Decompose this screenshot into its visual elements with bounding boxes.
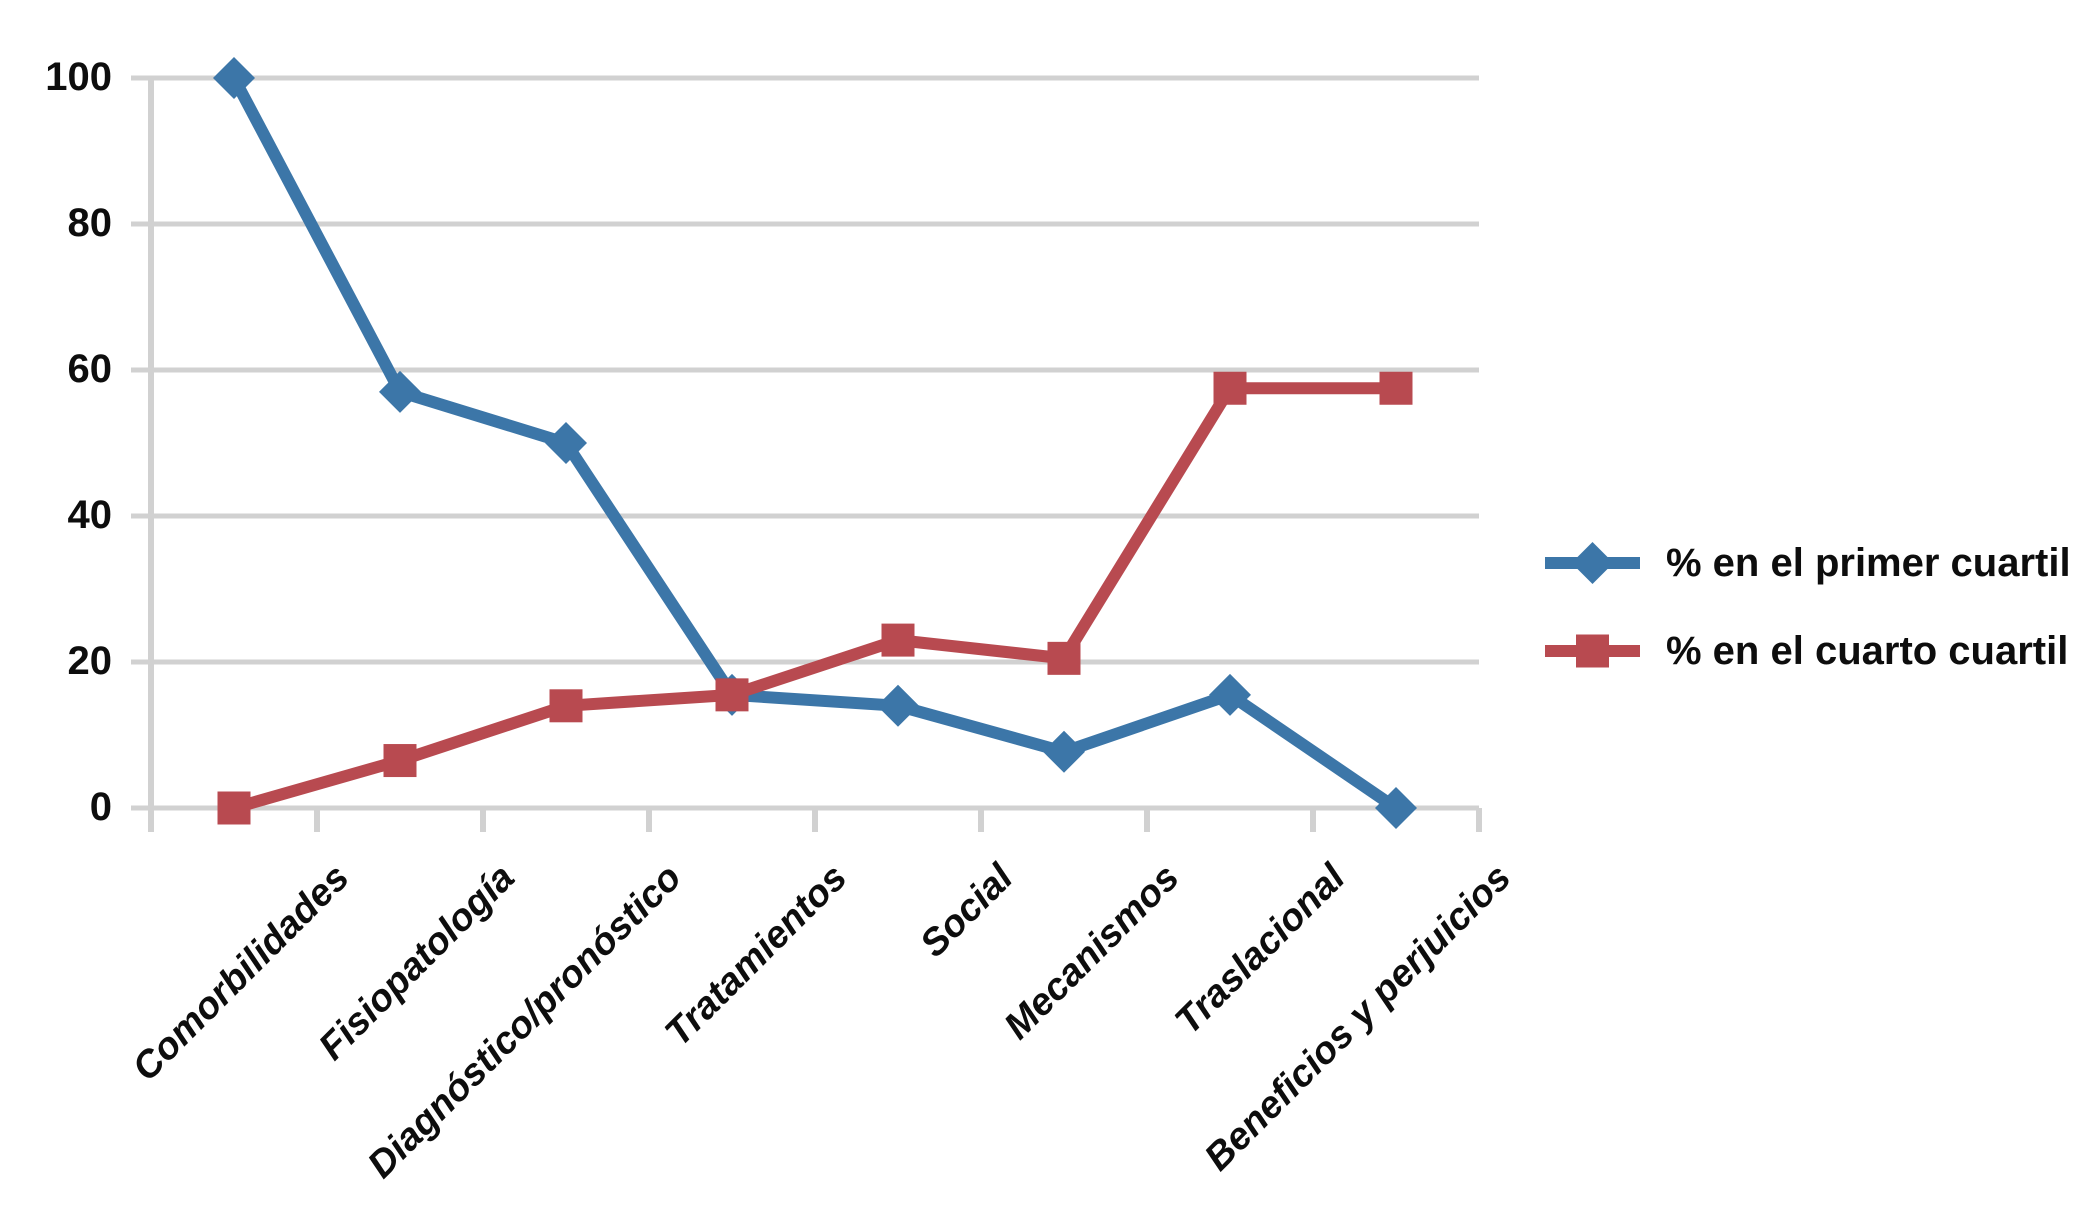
legend-square-marker-icon: [1545, 634, 1640, 668]
data-point-square-3: [715, 678, 749, 712]
y-axis-label-60: 60: [67, 347, 113, 392]
data-point-diamond-6: [1209, 673, 1251, 716]
data-point-square-2: [549, 689, 583, 723]
y-axis-label-80: 80: [67, 201, 113, 246]
data-point-square-5: [1047, 641, 1081, 675]
data-point-square-0: [217, 791, 251, 825]
data-point-diamond-0: [213, 57, 255, 99]
data-point-square-1: [383, 744, 417, 778]
series-line: [228, 382, 1402, 814]
y-axis-label-40: 40: [67, 493, 113, 538]
legend-diamond: [1571, 542, 1614, 584]
legend: % en el primer cuartil % en el cuarto cu…: [1545, 519, 2071, 695]
series-primer-cuartil: [213, 57, 1417, 829]
legend-label-primer-cuartil: % en el primer cuartil: [1666, 541, 2071, 585]
data-point-diamond-7: [1375, 787, 1417, 829]
legend-diamond-marker-icon: [1545, 542, 1640, 584]
legend-item-cuarto-cuartil: % en el cuarto cuartil: [1545, 607, 2071, 695]
data-point-square-4: [881, 623, 915, 657]
legend-item-primer-cuartil: % en el primer cuartil: [1545, 519, 2071, 607]
legend-label-cuarto-cuartil: % en el cuarto cuartil: [1666, 629, 2069, 673]
data-point-diamond-5: [1043, 730, 1085, 773]
series-line: [228, 72, 1402, 814]
y-axis-label-20: 20: [67, 639, 113, 684]
data-point-square-7: [1379, 371, 1413, 405]
y-axis-label-0: 0: [89, 785, 112, 830]
data-point-square-6: [1213, 371, 1247, 405]
series-cuarto-cuartil: [217, 371, 1413, 825]
data-point-diamond-2: [545, 422, 587, 464]
data-point-diamond-1: [379, 370, 421, 413]
legend-square: [1576, 634, 1609, 668]
y-axis-label-100: 100: [45, 55, 112, 100]
data-point-diamond-4: [877, 684, 919, 727]
